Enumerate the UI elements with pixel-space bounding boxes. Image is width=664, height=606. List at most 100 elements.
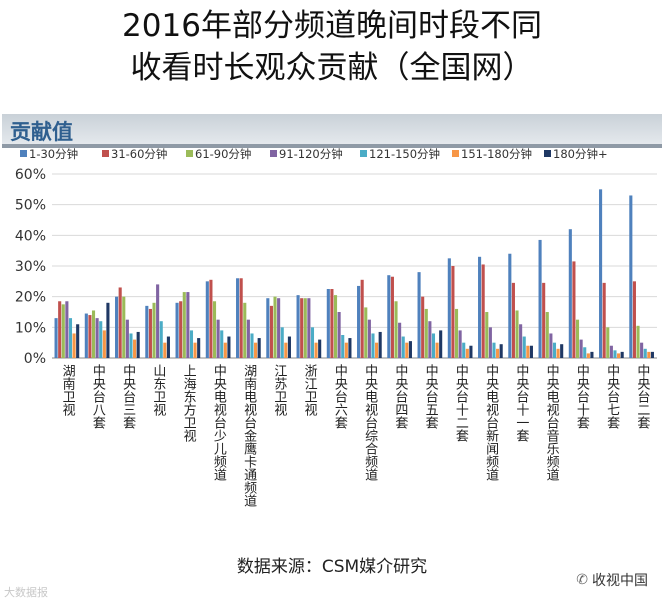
bar bbox=[300, 298, 304, 358]
bar bbox=[609, 345, 613, 358]
bar bbox=[76, 324, 80, 358]
bar bbox=[496, 348, 500, 358]
bar bbox=[318, 339, 322, 358]
bar bbox=[556, 348, 560, 358]
bar bbox=[485, 312, 489, 358]
bar bbox=[205, 281, 209, 358]
bar bbox=[526, 345, 530, 358]
bar bbox=[72, 333, 76, 358]
bar bbox=[341, 335, 345, 358]
bar bbox=[296, 295, 300, 358]
bar bbox=[159, 321, 163, 358]
bar bbox=[394, 301, 398, 358]
bar bbox=[488, 327, 492, 358]
bar bbox=[246, 319, 250, 358]
bar bbox=[643, 348, 647, 358]
bar bbox=[511, 282, 515, 358]
x-tick-label: 山东卫视 bbox=[150, 364, 166, 416]
bar bbox=[106, 302, 110, 358]
bar bbox=[357, 285, 361, 358]
bar bbox=[220, 330, 224, 358]
x-tick-label: 中央台六套 bbox=[332, 364, 348, 429]
bar bbox=[284, 342, 288, 358]
bar bbox=[560, 344, 564, 358]
bar bbox=[189, 330, 194, 358]
y-tick-label: 0% bbox=[24, 351, 46, 367]
bar bbox=[542, 282, 546, 358]
legend-label: 180分钟+ bbox=[553, 147, 608, 161]
bar bbox=[629, 195, 633, 358]
bar bbox=[447, 258, 451, 358]
bar bbox=[84, 313, 88, 358]
bar-chart: 1-30分钟 31-60分钟 61-90分钟 91-120分钟 121-150分钟 151… bbox=[15, 147, 657, 507]
bar bbox=[606, 327, 610, 358]
wechat-icon: ✆ bbox=[576, 572, 588, 588]
bar bbox=[193, 342, 197, 358]
bar bbox=[538, 239, 542, 358]
legend-label: 31-60分钟 bbox=[111, 147, 167, 161]
watermark-left: 大数据报 bbox=[4, 586, 48, 599]
chart-panel: 贡献值 1-30分钟 31-60分钟 61-90分钟 91-120分钟 121-150分… bbox=[2, 114, 662, 544]
bar bbox=[310, 327, 315, 358]
legend-label: 151-180分钟 bbox=[461, 147, 532, 161]
legend-swatch bbox=[452, 150, 459, 157]
bar bbox=[640, 342, 644, 358]
header-band bbox=[2, 114, 662, 146]
bar bbox=[337, 312, 341, 358]
bar bbox=[579, 339, 583, 358]
bar bbox=[250, 333, 254, 358]
bar bbox=[481, 264, 485, 358]
bar bbox=[428, 321, 432, 358]
y-tick-label: 10% bbox=[15, 320, 46, 336]
bar bbox=[552, 342, 557, 358]
bar bbox=[602, 282, 606, 358]
legend-swatch bbox=[20, 150, 27, 157]
bar bbox=[572, 261, 576, 358]
bar bbox=[620, 351, 624, 358]
bar bbox=[303, 298, 307, 358]
x-tick-label: 中央台二套 bbox=[634, 364, 650, 429]
bar bbox=[330, 289, 334, 358]
bar bbox=[58, 301, 62, 358]
x-tick-label: 中央台五套 bbox=[423, 364, 439, 429]
legend-swatch bbox=[544, 150, 551, 157]
bar bbox=[499, 344, 503, 358]
chart-title-line2: 收看时长观众贡献（全国网） bbox=[130, 50, 534, 86]
x-tick-label: 上海东方卫视 bbox=[181, 364, 197, 442]
bar bbox=[435, 342, 439, 358]
bar bbox=[269, 305, 273, 358]
bar bbox=[239, 278, 243, 358]
bar bbox=[549, 333, 553, 358]
y-tick-label: 40% bbox=[15, 228, 46, 244]
x-tick-label: 中央台三套 bbox=[120, 364, 136, 429]
bar bbox=[118, 287, 122, 358]
bar bbox=[568, 229, 572, 358]
bar bbox=[371, 333, 375, 358]
bar bbox=[378, 331, 382, 358]
bar bbox=[266, 298, 270, 358]
legend-label: 1-30分钟 bbox=[29, 147, 78, 161]
bar bbox=[227, 336, 231, 358]
bar bbox=[529, 345, 533, 358]
bar bbox=[421, 296, 425, 358]
y-axis-title: 贡献值 bbox=[10, 120, 73, 144]
chart-title-line1: 2016年部分频道晚间时段不同 bbox=[122, 8, 542, 44]
bar bbox=[88, 315, 92, 358]
bar bbox=[136, 331, 140, 358]
bar bbox=[175, 302, 179, 358]
x-tick-label: 中央台十二套 bbox=[453, 364, 469, 442]
data-source: 数据来源：CSM媒介研究 bbox=[236, 557, 428, 577]
bar bbox=[280, 327, 284, 358]
bar bbox=[166, 336, 170, 358]
bar bbox=[545, 312, 549, 358]
x-tick-label: 中央电视台综合频道 bbox=[362, 364, 378, 481]
bar bbox=[451, 266, 455, 358]
bar bbox=[148, 308, 152, 358]
bar bbox=[575, 319, 580, 358]
bar bbox=[390, 276, 394, 358]
bar bbox=[326, 289, 330, 358]
bar bbox=[478, 256, 482, 358]
bar bbox=[156, 284, 160, 358]
x-tick-label: 湖南卫视 bbox=[60, 364, 76, 416]
x-tick-label: 中央电视台新闻频道 bbox=[483, 364, 499, 481]
